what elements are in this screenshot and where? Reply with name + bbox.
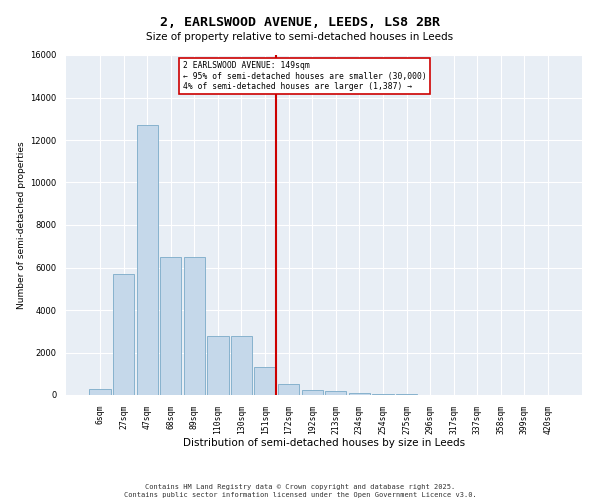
Text: Contains HM Land Registry data © Crown copyright and database right 2025.
Contai: Contains HM Land Registry data © Crown c…: [124, 484, 476, 498]
Bar: [396, 394, 417, 395]
Bar: [325, 391, 346, 395]
Text: 2 EARLSWOOD AVENUE: 149sqm
← 95% of semi-detached houses are smaller (30,000)
4%: 2 EARLSWOOD AVENUE: 149sqm ← 95% of semi…: [182, 62, 427, 91]
Y-axis label: Number of semi-detached properties: Number of semi-detached properties: [17, 141, 26, 309]
Text: Size of property relative to semi-detached houses in Leeds: Size of property relative to semi-detach…: [146, 32, 454, 42]
Bar: [349, 393, 370, 395]
Bar: [137, 125, 158, 395]
Bar: [184, 257, 205, 395]
Bar: [89, 388, 110, 395]
Bar: [302, 390, 323, 395]
Bar: [160, 257, 181, 395]
Bar: [373, 394, 394, 395]
Bar: [231, 336, 252, 395]
Text: 2, EARLSWOOD AVENUE, LEEDS, LS8 2BR: 2, EARLSWOOD AVENUE, LEEDS, LS8 2BR: [160, 16, 440, 29]
X-axis label: Distribution of semi-detached houses by size in Leeds: Distribution of semi-detached houses by …: [183, 438, 465, 448]
Bar: [254, 368, 275, 395]
Bar: [208, 336, 229, 395]
Bar: [113, 274, 134, 395]
Bar: [278, 384, 299, 395]
